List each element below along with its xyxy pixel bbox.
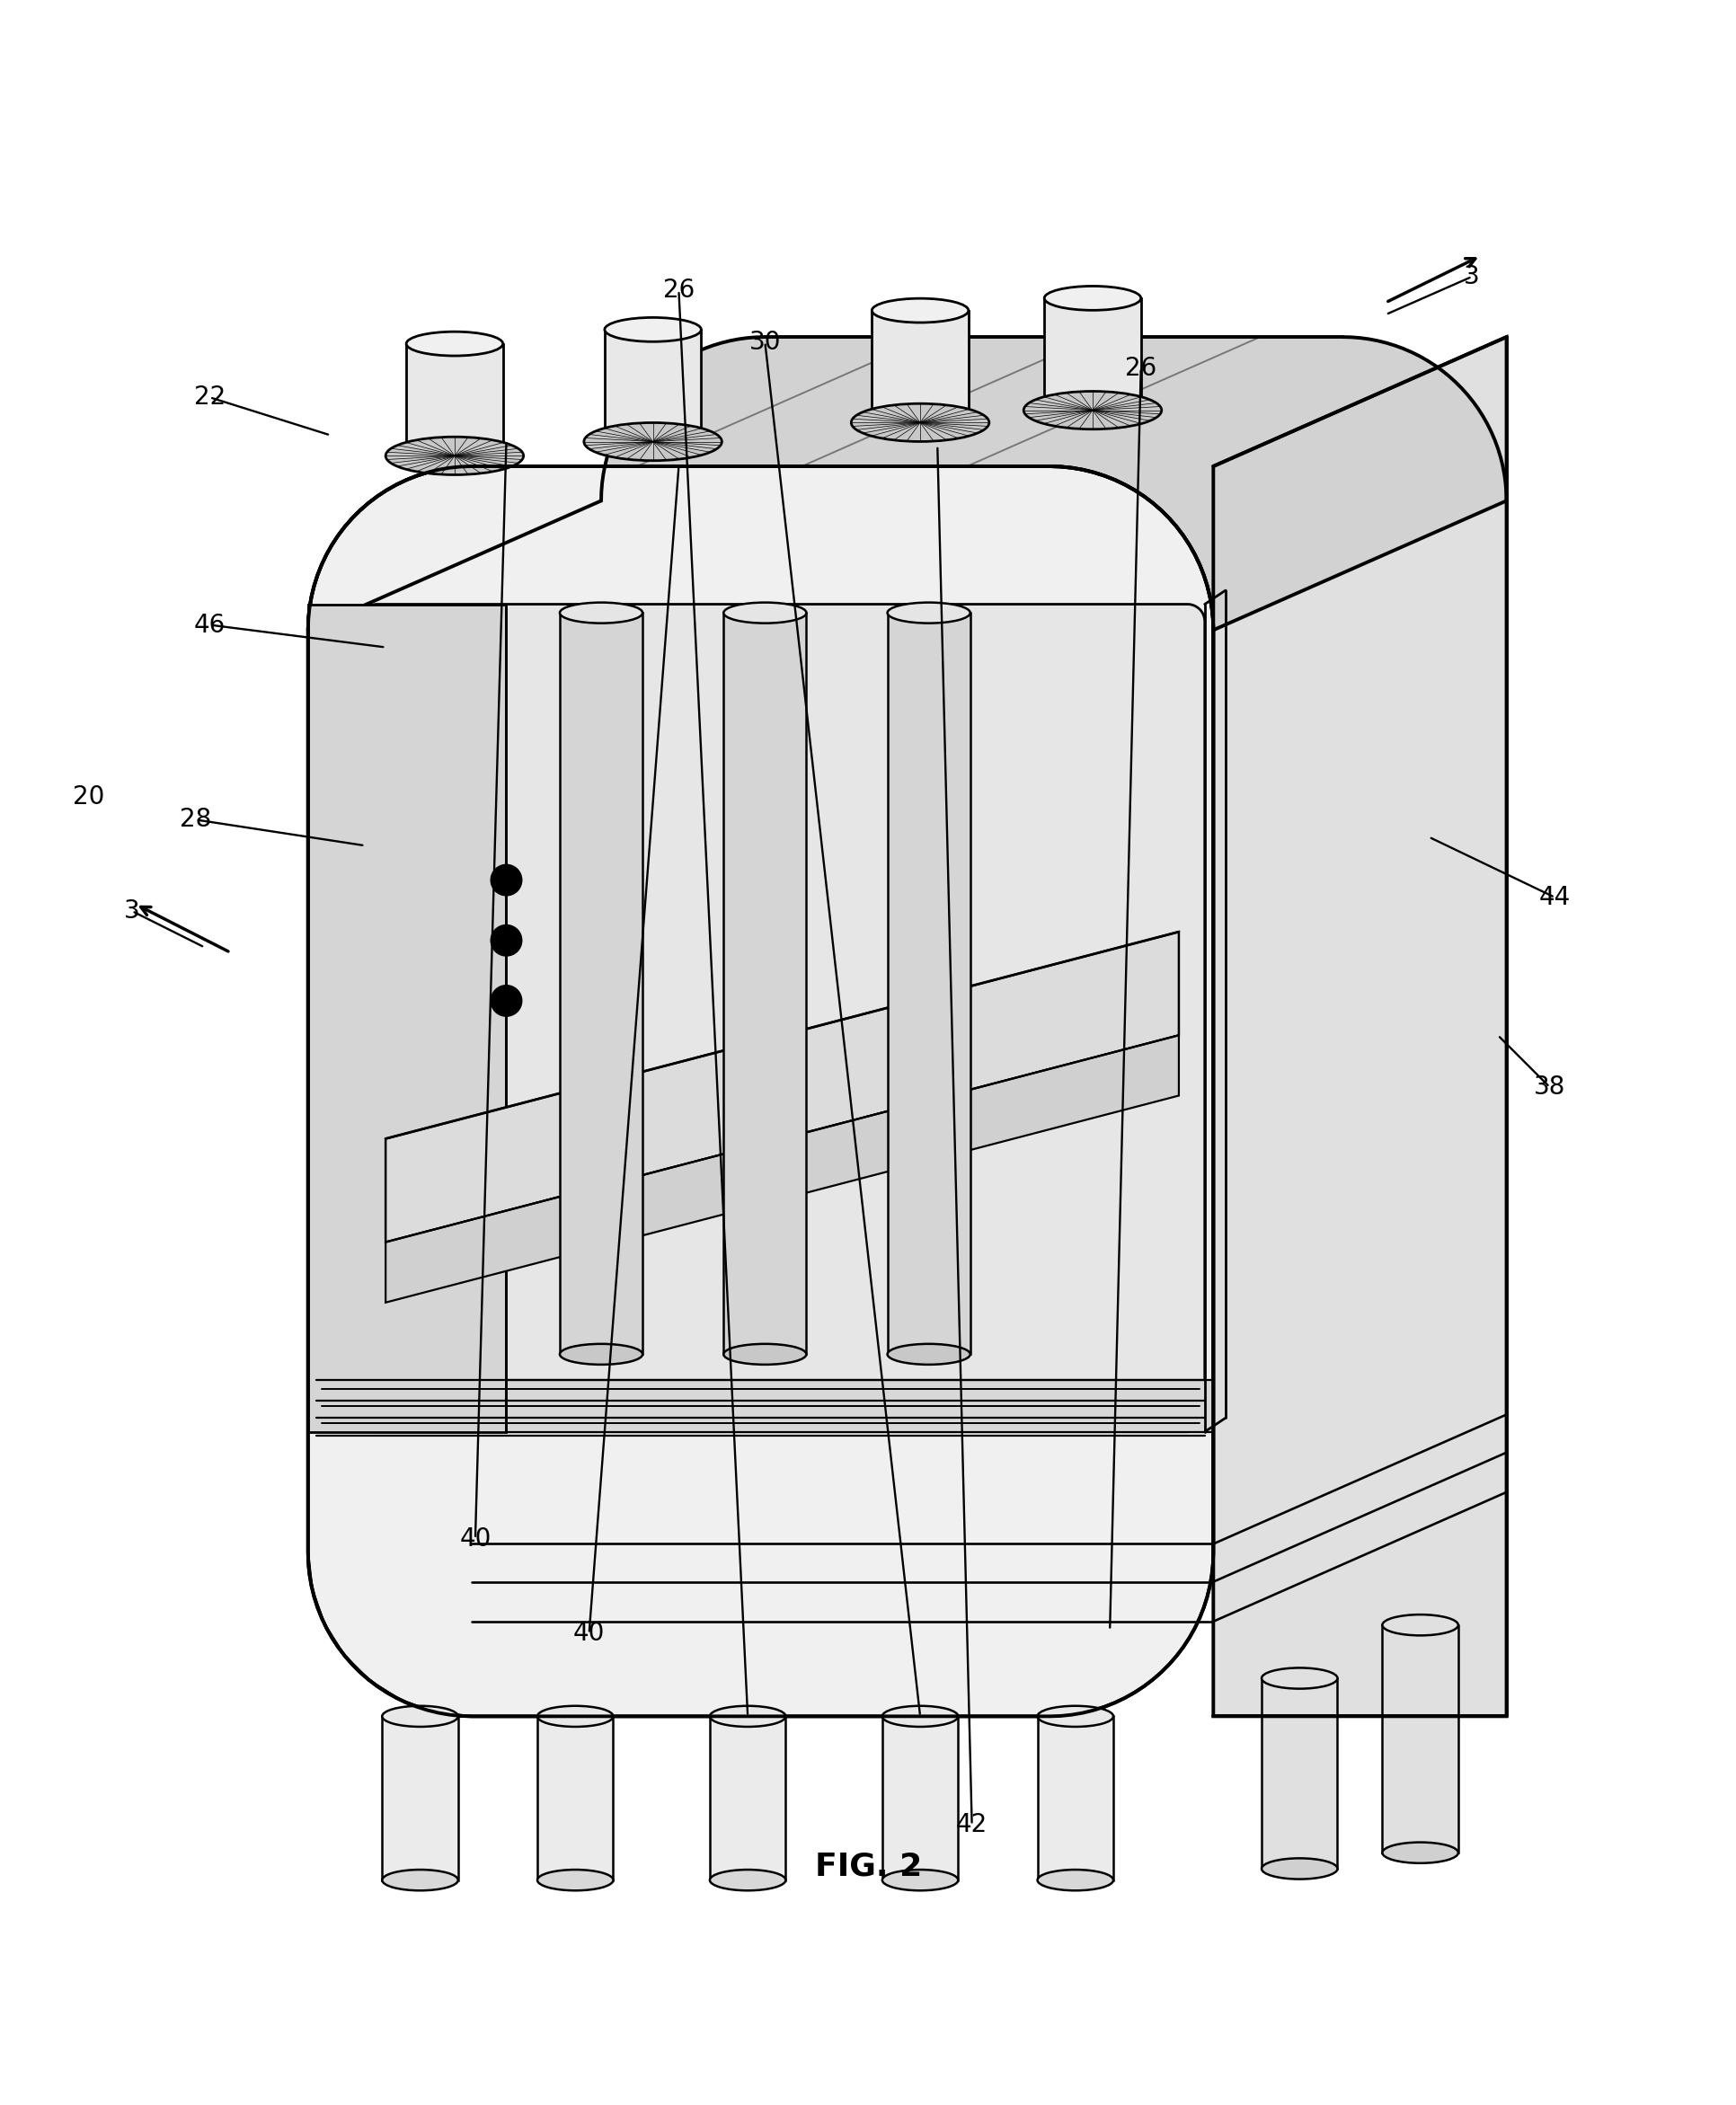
Circle shape <box>491 924 521 956</box>
Text: 20: 20 <box>73 785 104 810</box>
Polygon shape <box>382 1716 458 1880</box>
Text: 22: 22 <box>194 385 226 410</box>
Ellipse shape <box>1036 1705 1113 1726</box>
Polygon shape <box>359 604 1205 1431</box>
Ellipse shape <box>559 1343 642 1364</box>
Polygon shape <box>307 1381 1213 1431</box>
Ellipse shape <box>710 1705 785 1726</box>
Text: 46: 46 <box>194 613 226 638</box>
Text: 3: 3 <box>1463 263 1479 288</box>
Ellipse shape <box>851 404 988 442</box>
Ellipse shape <box>710 1869 785 1890</box>
Ellipse shape <box>724 602 806 623</box>
Polygon shape <box>385 1036 1179 1303</box>
Ellipse shape <box>559 602 642 623</box>
Ellipse shape <box>385 438 523 476</box>
Text: 40: 40 <box>573 1621 604 1646</box>
Polygon shape <box>1382 1625 1458 1852</box>
Polygon shape <box>724 613 806 1354</box>
Ellipse shape <box>871 299 969 322</box>
Ellipse shape <box>887 602 970 623</box>
Ellipse shape <box>882 1705 958 1726</box>
Ellipse shape <box>1260 1667 1337 1688</box>
Polygon shape <box>710 1716 785 1880</box>
Text: 28: 28 <box>181 806 212 831</box>
Polygon shape <box>536 1716 613 1880</box>
Polygon shape <box>406 343 503 457</box>
Text: 44: 44 <box>1538 884 1569 909</box>
Polygon shape <box>559 613 642 1354</box>
Polygon shape <box>871 312 969 423</box>
Polygon shape <box>307 604 507 1431</box>
Ellipse shape <box>583 423 722 461</box>
Ellipse shape <box>1382 1842 1458 1863</box>
Text: 26: 26 <box>663 278 694 303</box>
Ellipse shape <box>382 1869 458 1890</box>
Ellipse shape <box>1023 392 1161 429</box>
Polygon shape <box>604 330 701 442</box>
Text: 40: 40 <box>458 1526 491 1551</box>
Ellipse shape <box>887 1343 970 1364</box>
Ellipse shape <box>382 1705 458 1726</box>
Ellipse shape <box>536 1869 613 1890</box>
Ellipse shape <box>724 1343 806 1364</box>
Polygon shape <box>385 933 1179 1242</box>
Polygon shape <box>1043 299 1141 410</box>
Circle shape <box>491 865 521 895</box>
Ellipse shape <box>604 318 701 341</box>
Ellipse shape <box>406 333 503 356</box>
Text: 26: 26 <box>1125 356 1156 381</box>
Ellipse shape <box>1382 1615 1458 1636</box>
Ellipse shape <box>536 1705 613 1726</box>
Text: FIG. 2: FIG. 2 <box>814 1850 922 1882</box>
Text: 30: 30 <box>748 330 781 356</box>
Text: 38: 38 <box>1533 1074 1564 1099</box>
Polygon shape <box>887 613 970 1354</box>
Text: 42: 42 <box>955 1812 988 1838</box>
Ellipse shape <box>1036 1869 1113 1890</box>
Circle shape <box>491 985 521 1017</box>
Polygon shape <box>307 467 1213 1716</box>
Ellipse shape <box>1043 286 1141 309</box>
Polygon shape <box>1036 1716 1113 1880</box>
Polygon shape <box>882 1716 958 1880</box>
Ellipse shape <box>882 1869 958 1890</box>
Ellipse shape <box>1260 1859 1337 1880</box>
Text: 3: 3 <box>123 899 141 924</box>
Polygon shape <box>1260 1678 1337 1869</box>
Polygon shape <box>1213 337 1505 1716</box>
Polygon shape <box>307 337 1505 629</box>
